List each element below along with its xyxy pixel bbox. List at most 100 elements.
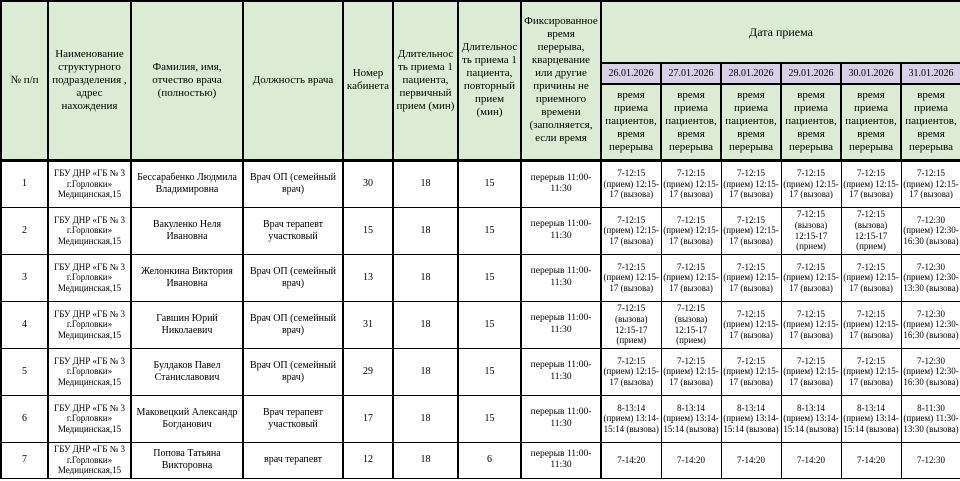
fixed-break-cell: перерыв 11:00-11:30: [520, 158, 602, 208]
header-date-sub: время приема пациентов, время перерыва: [660, 83, 722, 161]
schedule-cell: 7-12:15 (прием) 12:15-17 (вызова): [840, 300, 902, 349]
schedule-cell: 7-12:15 (прием) 12:15-17 (вызова): [840, 347, 902, 396]
schedule-cell: 8-13:14 (прием) 13:14-15:14 (вызова): [840, 394, 902, 443]
row-number: 6: [0, 394, 49, 443]
primary-duration-cell: 18: [392, 347, 459, 396]
fixed-break-cell: перерыв 11:00-11:30: [520, 394, 602, 443]
header-date-sub: время приема пациентов, время перерыва: [900, 83, 960, 161]
schedule-cell: 7-12:30 (прием) 12:30-16:30 (вызова): [900, 347, 960, 396]
doctor-name-cell: Гавшин Юрий Николаевич: [130, 300, 244, 349]
schedule-cell: 7-12:15 (прием) 12:15-17 (вызова): [720, 253, 782, 302]
position-cell: Врач ОП (семейный врач): [242, 158, 344, 208]
schedule-cell: 7-12:15 (прием) 12:15-17 (вызова): [660, 158, 722, 208]
row-number: 3: [0, 253, 49, 302]
schedule-cell: 7-12:15 (прием) 12:15-17 (вызова): [780, 347, 842, 396]
schedule-cell: 7-12:15 (прием) 12:15-17 (вызова): [660, 206, 722, 255]
table-row: 2 ГБУ ДНР «ГБ № 3 г.Горловки» Медицинска…: [0, 206, 960, 255]
schedule-cell: 7-12:15 (прием) 12:15-17 (вызова): [660, 347, 722, 396]
doctor-name-cell: Вакуленко Неля Ивановна: [130, 206, 244, 255]
table-row: 3 ГБУ ДНР «ГБ № 3 г.Горловки» Медицинска…: [0, 253, 960, 302]
primary-duration-cell: 18: [392, 441, 459, 479]
row-number: 2: [0, 206, 49, 255]
primary-duration-cell: 18: [392, 394, 459, 443]
doctor-name-cell: Булдаков Павел Станиславович: [130, 347, 244, 396]
schedule-cell: 7-14:20: [840, 441, 902, 479]
header-date: 29.01.2026: [780, 62, 842, 85]
schedule-cell: 7-12:15 (прием) 12:15-17 (вызова): [600, 253, 662, 302]
header-date-group: Дата приема: [600, 0, 960, 64]
table-row: 4 ГБУ ДНР «ГБ № 3 г.Горловки» Медицинска…: [0, 300, 960, 349]
doctor-name-cell: Бессарабенко Людмила Владимировна: [130, 158, 244, 208]
schedule-cell: 7-12:15 (прием) 12:15-17 (вызова): [660, 253, 722, 302]
schedule-cell: 7-12:15 (вызова) 12:15-17 (прием): [660, 300, 722, 349]
schedule-cell: 7-12:15 (прием) 12:15-17 (вызова): [600, 347, 662, 396]
department-cell: ГБУ ДНР «ГБ № 3 г.Горловки» Медицинская,…: [47, 300, 132, 349]
fixed-break-cell: перерыв 11:00-11:30: [520, 441, 602, 479]
header-date-sub: время приема пациентов, время перерыва: [720, 83, 782, 161]
header-date-sub: время приема пациентов, время перерыва: [600, 83, 662, 161]
header-doctor-name: Фамилия, имя, отчество врача (полностью): [130, 0, 244, 161]
header-fixed-break: Фиксированное время перерыва, кварцевани…: [520, 0, 602, 161]
row-number: 5: [0, 347, 49, 396]
schedule-cell: 7-12:15 (прием) 12:15-17 (вызова): [720, 300, 782, 349]
header-date: 28.01.2026: [720, 62, 782, 85]
position-cell: Врач ОП (семейный врач): [242, 347, 344, 396]
schedule-cell: 7-12:15 (прием) 12:15-17 (вызова): [840, 158, 902, 208]
header-date: 27.01.2026: [660, 62, 722, 85]
primary-duration-cell: 18: [392, 206, 459, 255]
cabinet-cell: 30: [342, 158, 394, 208]
schedule-cell: 7-12:15 (прием) 12:15-17 (вызова): [780, 253, 842, 302]
fixed-break-cell: перерыв 11:00-11:30: [520, 206, 602, 255]
schedule-cell: 7-12:30 (прием) 12:30-16:30 (вызова): [900, 300, 960, 349]
department-cell: ГБУ ДНР «ГБ № 3 г.Горловки» Медицинская,…: [47, 441, 132, 479]
header-cabinet: Номер кабинета: [342, 0, 394, 161]
schedule-cell: 7-12:15 (прием) 12:15-17 (вызова): [780, 158, 842, 208]
schedule-cell: 7-12:30: [900, 441, 960, 479]
position-cell: Врач терапевт участковый: [242, 206, 344, 255]
table-row: 6 ГБУ ДНР «ГБ № 3 г.Горловки» Медицинска…: [0, 394, 960, 443]
schedule-cell: 7-14:20: [660, 441, 722, 479]
table-row: 1 ГБУ ДНР «ГБ № 3 г.Горловки» Медицинска…: [0, 158, 960, 208]
fixed-break-cell: перерыв 11:00-11:30: [520, 300, 602, 349]
cabinet-cell: 15: [342, 206, 394, 255]
schedule-cell: 7-14:20: [780, 441, 842, 479]
table-row: 5 ГБУ ДНР «ГБ № 3 г.Горловки» Медицинска…: [0, 347, 960, 396]
schedule-cell: 7-12:30 (прием) 12:30-13:30 (вызова): [900, 253, 960, 302]
table-header: № п/п Наименование структурного подразде…: [0, 0, 960, 161]
row-number: 7: [0, 441, 49, 479]
repeat-duration-cell: 15: [457, 206, 522, 255]
primary-duration-cell: 18: [392, 300, 459, 349]
cabinet-cell: 17: [342, 394, 394, 443]
header-date: 30.01.2026: [840, 62, 902, 85]
header-primary-duration: Длительность приема 1 пациента, первичны…: [392, 0, 459, 161]
position-cell: Врач ОП (семейный врач): [242, 300, 344, 349]
header-position: Должность врача: [242, 0, 344, 161]
header-num: № п/п: [0, 0, 49, 161]
repeat-duration-cell: 15: [457, 158, 522, 208]
schedule-cell: 7-14:20: [600, 441, 662, 479]
schedule-cell: 7-12:15 (вызова) 12:15-17 (прием): [840, 206, 902, 255]
department-cell: ГБУ ДНР «ГБ № 3 г.Горловки» Медицинская,…: [47, 394, 132, 443]
doctor-name-cell: Попова Татьяна Викторовна: [130, 441, 244, 479]
schedule-cell: 7-12:15 (прием) 12:15-17 (вызова): [900, 158, 960, 208]
schedule-cell: 8-13:14 (прием) 13:14-15:14 (вызова): [780, 394, 842, 443]
header-date-sub: время приема пациентов, время перерыва: [840, 83, 902, 161]
schedule-cell: 7-12:15 (прием) 12:15-17 (вызова): [720, 158, 782, 208]
department-cell: ГБУ ДНР «ГБ № 3 г.Горловки» Медицинская,…: [47, 253, 132, 302]
repeat-duration-cell: 15: [457, 253, 522, 302]
header-date: 31.01.2026: [900, 62, 960, 85]
schedule-cell: 7-12:15 (прием) 12:15-17 (вызова): [840, 253, 902, 302]
schedule-cell: 7-12:15 (вызова) 12:15-17 (прием): [600, 300, 662, 349]
row-number: 4: [0, 300, 49, 349]
cabinet-cell: 13: [342, 253, 394, 302]
position-cell: Врач ОП (семейный врач): [242, 253, 344, 302]
table-row: 7 ГБУ ДНР «ГБ № 3 г.Горловки» Медицинска…: [0, 441, 960, 479]
doctor-name-cell: Маковецкий Александр Богданович: [130, 394, 244, 443]
schedule-cell: 7-12:15 (прием) 12:15-17 (вызова): [720, 347, 782, 396]
schedule-cell: 8-11:30 (прием) 11:30-13:30 (вызова): [900, 394, 960, 443]
cabinet-cell: 12: [342, 441, 394, 479]
schedule-cell: 7-12:30 (прием) 12:30-16:30 (вызова): [900, 206, 960, 255]
fixed-break-cell: перерыв 11:00-11:30: [520, 253, 602, 302]
schedule-cell: 8-13:14 (прием) 13:14-15:14 (вызова): [720, 394, 782, 443]
